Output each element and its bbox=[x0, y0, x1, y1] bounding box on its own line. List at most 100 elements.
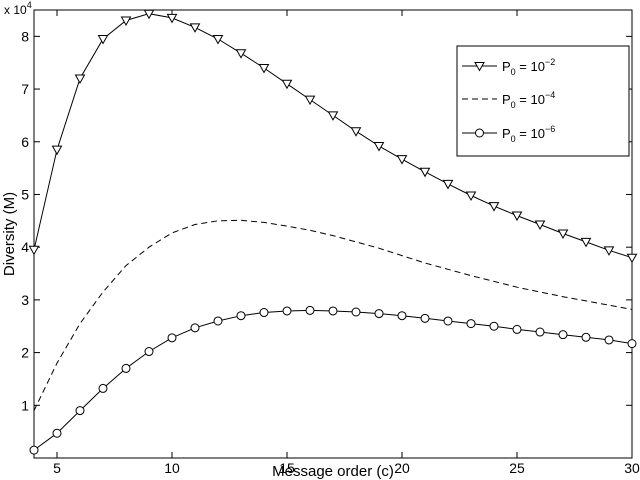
legend-box bbox=[456, 45, 630, 157]
series-1-point bbox=[235, 49, 247, 59]
y-tick-label: 5 bbox=[21, 186, 29, 202]
series-1-point bbox=[419, 167, 431, 178]
x-tick-label: 10 bbox=[164, 460, 180, 476]
x-tick-label: 15 bbox=[279, 460, 295, 476]
series-1-point bbox=[327, 111, 339, 121]
series-3-point bbox=[236, 311, 246, 321]
legend-label-2: P0 = 10−4 bbox=[502, 90, 555, 110]
series-1-point bbox=[442, 179, 454, 190]
legend-label-1: P0 = 10−2 bbox=[502, 57, 555, 77]
y-tick-label: 1 bbox=[21, 397, 29, 413]
x-tick-label: 30 bbox=[624, 460, 640, 476]
series-1-point bbox=[143, 9, 155, 20]
y-tick-label: 7 bbox=[21, 81, 29, 97]
legend-label-mid: = 10 bbox=[516, 126, 545, 141]
series-3-point bbox=[52, 428, 62, 438]
series-3-point bbox=[167, 333, 177, 343]
series-1-point bbox=[350, 127, 362, 137]
series-1-point bbox=[51, 145, 63, 156]
series-3-point bbox=[213, 316, 223, 326]
series-3-point bbox=[98, 383, 108, 393]
axis-ticks: 5 10 15 20 25 30 1 2 3 4 5 6 7 8 bbox=[21, 10, 640, 476]
series-2 bbox=[33, 219, 633, 411]
y-axis-label: Diversity (M) bbox=[1, 192, 18, 276]
y-axis-multiplier-base: x 10 bbox=[4, 3, 27, 17]
series-1-point bbox=[258, 63, 270, 74]
series-1-point bbox=[580, 237, 592, 248]
series-3-point bbox=[604, 335, 614, 345]
legend-label-mid: = 10 bbox=[516, 92, 545, 107]
y-tick-label: 2 bbox=[21, 345, 29, 361]
series-3-point bbox=[305, 305, 315, 315]
x-tick-label: 25 bbox=[509, 460, 525, 476]
series-3-point bbox=[558, 330, 568, 340]
legend-label-base: P bbox=[502, 59, 511, 74]
series-1-point bbox=[534, 220, 546, 231]
legend-marker-1 bbox=[474, 62, 485, 72]
legend-label-sup: −6 bbox=[545, 124, 555, 134]
series-3-point bbox=[75, 406, 85, 416]
y-axis-multiplier-exponent: 4 bbox=[27, 0, 32, 10]
series-1-point bbox=[488, 202, 500, 212]
legend: P0 = 10−2P0 = 10−4P0 = 10−6 bbox=[456, 45, 630, 157]
series-3-point bbox=[190, 323, 200, 333]
series-3-point bbox=[535, 327, 545, 337]
legend-label-sub: 0 bbox=[511, 100, 516, 110]
legend-label-sup: −4 bbox=[545, 90, 555, 100]
series-1-point bbox=[166, 13, 178, 24]
series-3-point bbox=[466, 319, 476, 329]
legend-label-sub: 0 bbox=[511, 67, 516, 77]
x-axis-label: Message order (c) bbox=[272, 463, 394, 480]
series-1-point bbox=[97, 34, 109, 45]
x-tick-label: 20 bbox=[394, 460, 410, 476]
legend-marker-3 bbox=[475, 128, 484, 138]
series-3-point bbox=[328, 306, 338, 316]
series-3-point bbox=[259, 308, 269, 318]
series-1-point bbox=[189, 23, 201, 33]
series-1-point bbox=[74, 74, 86, 85]
y-tick-label: 8 bbox=[21, 28, 29, 44]
legend-label-mid: = 10 bbox=[516, 59, 545, 74]
series-3-point bbox=[512, 324, 522, 334]
series-1-point bbox=[304, 95, 316, 106]
series-layer bbox=[28, 9, 638, 455]
series-1-point bbox=[626, 253, 638, 264]
series-3-point bbox=[443, 316, 453, 326]
legend-label-base: P bbox=[502, 92, 511, 107]
series-3-point bbox=[397, 311, 407, 321]
series-3-point bbox=[29, 445, 39, 455]
series-1-point bbox=[28, 245, 40, 256]
series-1-point bbox=[603, 246, 615, 256]
series-3-point bbox=[121, 363, 131, 373]
legend-label-sup: −2 bbox=[545, 57, 555, 67]
y-tick-label: 3 bbox=[21, 292, 29, 308]
series-1-point bbox=[511, 211, 523, 222]
series-1-point bbox=[373, 141, 385, 152]
series-3-point bbox=[351, 307, 361, 317]
series-1-point bbox=[120, 16, 132, 27]
series-3-point bbox=[420, 313, 430, 323]
series-1-point bbox=[212, 34, 224, 45]
series-3-point bbox=[282, 306, 292, 316]
legend-label-sub: 0 bbox=[511, 134, 516, 144]
series-2-line bbox=[33, 219, 633, 411]
x-tick-label: 5 bbox=[53, 460, 61, 476]
series-3-point bbox=[489, 321, 499, 331]
series-1-point bbox=[396, 155, 408, 165]
series-3-point bbox=[144, 347, 154, 357]
legend-label-3: P0 = 10−6 bbox=[502, 124, 555, 144]
series-1 bbox=[28, 9, 638, 264]
legend-label-base: P bbox=[502, 126, 511, 141]
series-3-point bbox=[627, 339, 637, 349]
series-3-point bbox=[581, 332, 591, 342]
series-1-point bbox=[281, 79, 293, 90]
y-tick-label: 4 bbox=[21, 239, 29, 255]
series-1-point bbox=[557, 229, 569, 239]
series-3 bbox=[29, 305, 637, 455]
y-tick-label: 6 bbox=[21, 134, 29, 150]
series-1-point bbox=[465, 191, 477, 202]
y-axis-multiplier: x 104 bbox=[4, 0, 32, 17]
series-3-point bbox=[374, 309, 384, 319]
